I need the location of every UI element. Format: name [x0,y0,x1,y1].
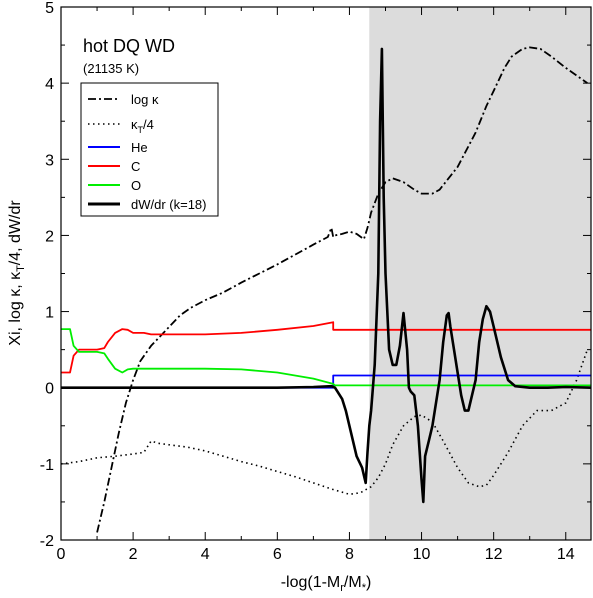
x-tick-label-3: 6 [273,546,282,563]
y-tick-label-3: 1 [45,305,54,322]
legend-label-dwdr: dW/dr (k=18) [131,197,207,212]
shaded-region [369,7,591,540]
legend-label-log-kappa: log κ [131,92,159,107]
y-tick-label-2: 0 [45,381,54,398]
series-line-3 [61,321,591,374]
x-tick-label-2: 4 [201,546,210,563]
series-layer [60,46,592,533]
legend-box [80,82,219,217]
x-axis-label: -log(1-Mr/M*) [281,574,372,594]
series-line-4 [61,328,591,387]
legend-label-he: He [131,140,148,155]
y-tick-label-0: -2 [40,533,54,550]
y-tick-label-7: 5 [45,0,54,17]
series-line-1 [60,349,589,496]
legend: log κ κT/4 He C O dW/dr (k=18) [80,82,219,217]
x-tick-label-6: 12 [485,546,503,563]
chart-subtitle: (21135 K) [83,61,139,76]
legend-label-kappa-t: κT/4 [131,117,154,135]
y-tick-label-5: 3 [45,152,54,169]
x-tick-label-1: 2 [129,546,138,563]
y-tick-label-1: -1 [40,457,54,474]
svg-text:Xi, log κ, κT/4, dW/dr: Xi, log κ, κT/4, dW/dr [7,200,27,346]
x-tick-label-7: 14 [557,546,575,563]
y-tick-label-4: 2 [45,228,54,245]
legend-label-o: O [131,178,141,193]
series-line-0 [96,46,588,533]
svg-text:-log(1-Mr/M*): -log(1-Mr/M*) [281,574,372,594]
y-tick-label-6: 4 [45,76,54,93]
x-tick-label-5: 10 [413,546,431,563]
x-tick-label-0: 0 [57,546,66,563]
x-tick-label-4: 8 [345,546,354,563]
chart-title: hot DQ WD [83,36,175,56]
y-axis-label: Xi, log κ, κT/4, dW/dr [7,200,27,346]
series-line-5 [61,47,592,504]
legend-label-c: C [131,159,140,174]
